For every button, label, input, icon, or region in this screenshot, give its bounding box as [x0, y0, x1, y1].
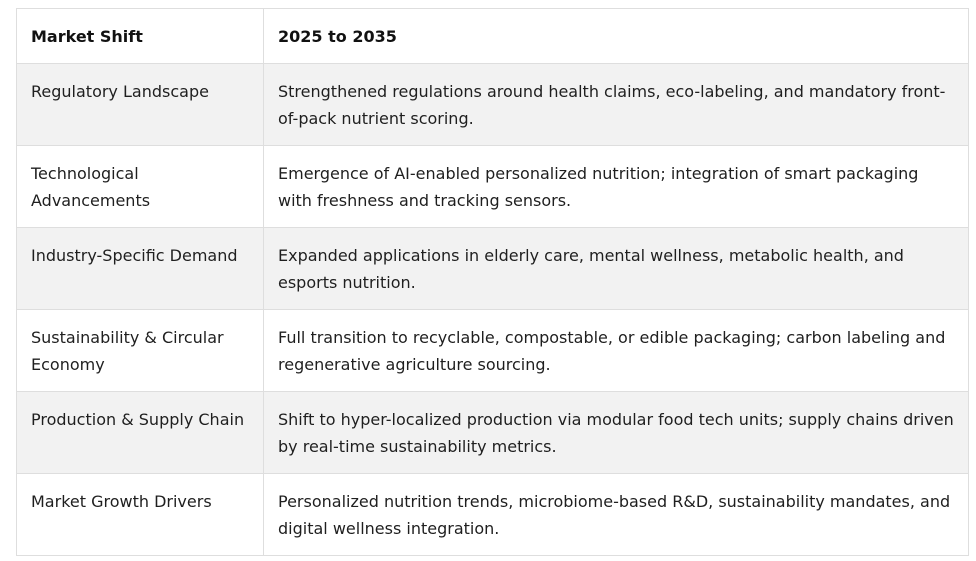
table-header-row: Market Shift 2025 to 2035	[16, 8, 969, 64]
row-description-cell: Full transition to recyclable, compostab…	[263, 309, 969, 392]
column-header-period: 2025 to 2035	[263, 8, 969, 64]
table-row: Regulatory Landscape Strengthened regula…	[16, 63, 969, 146]
row-label-cell: Sustainability & Circular Economy	[16, 309, 264, 392]
row-description-cell: Shift to hyper-localized production via …	[263, 391, 969, 474]
table-row: Technological Advancements Emergence of …	[16, 145, 969, 228]
row-label-cell: Market Growth Drivers	[16, 473, 264, 556]
row-label-cell: Production & Supply Chain	[16, 391, 264, 474]
table-row: Sustainability & Circular Economy Full t…	[16, 309, 969, 392]
table-row: Production & Supply Chain Shift to hyper…	[16, 391, 969, 474]
table-row: Industry-Specific Demand Expanded applic…	[16, 227, 969, 310]
row-label-cell: Technological Advancements	[16, 145, 264, 228]
row-description-cell: Emergence of AI-enabled personalized nut…	[263, 145, 969, 228]
row-description-cell: Strengthened regulations around health c…	[263, 63, 969, 146]
column-header-market-shift: Market Shift	[16, 8, 264, 64]
row-description-cell: Personalized nutrition trends, microbiom…	[263, 473, 969, 556]
row-label-cell: Regulatory Landscape	[16, 63, 264, 146]
row-description-cell: Expanded applications in elderly care, m…	[263, 227, 969, 310]
row-label-cell: Industry-Specific Demand	[16, 227, 264, 310]
market-shift-table: Market Shift 2025 to 2035 Regulatory Lan…	[16, 8, 969, 556]
table-row: Market Growth Drivers Personalized nutri…	[16, 473, 969, 556]
